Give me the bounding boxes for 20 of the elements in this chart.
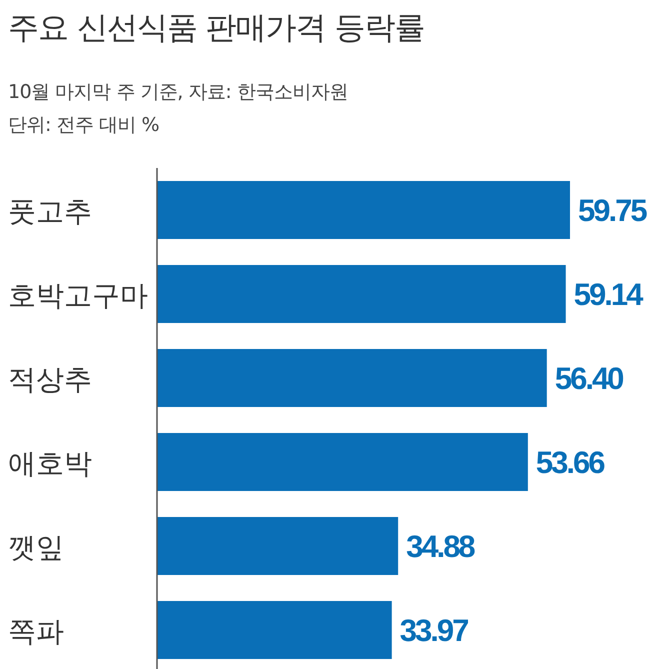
data-label: 33.97 [400,613,468,648]
y-tick-label: 쪽파 [8,615,64,648]
bar [157,433,528,491]
y-tick-label: 깻잎 [8,531,64,564]
y-tick-label: 호박고구마 [8,279,148,312]
chart-title: 주요 신선식품 판매가격 등락률 [8,10,425,46]
bar [157,349,547,407]
data-label: 59.75 [578,193,648,228]
bar [157,181,570,239]
chart-subtitle: 10월 마지막 주 기준, 자료: 한국소비자원 단위: 전주 대비 % [8,81,348,136]
data-label: 59.14 [574,277,644,312]
data-label: 34.88 [406,529,476,564]
y-tick-label: 애호박 [8,447,92,480]
data-label: 56.40 [554,361,624,396]
bar [157,265,566,323]
bar [157,517,398,575]
bar [157,601,392,659]
y-tick-label: 풋고추 [8,195,92,228]
data-label: 53.66 [536,445,606,480]
y-tick-label: 적상추 [8,363,92,396]
